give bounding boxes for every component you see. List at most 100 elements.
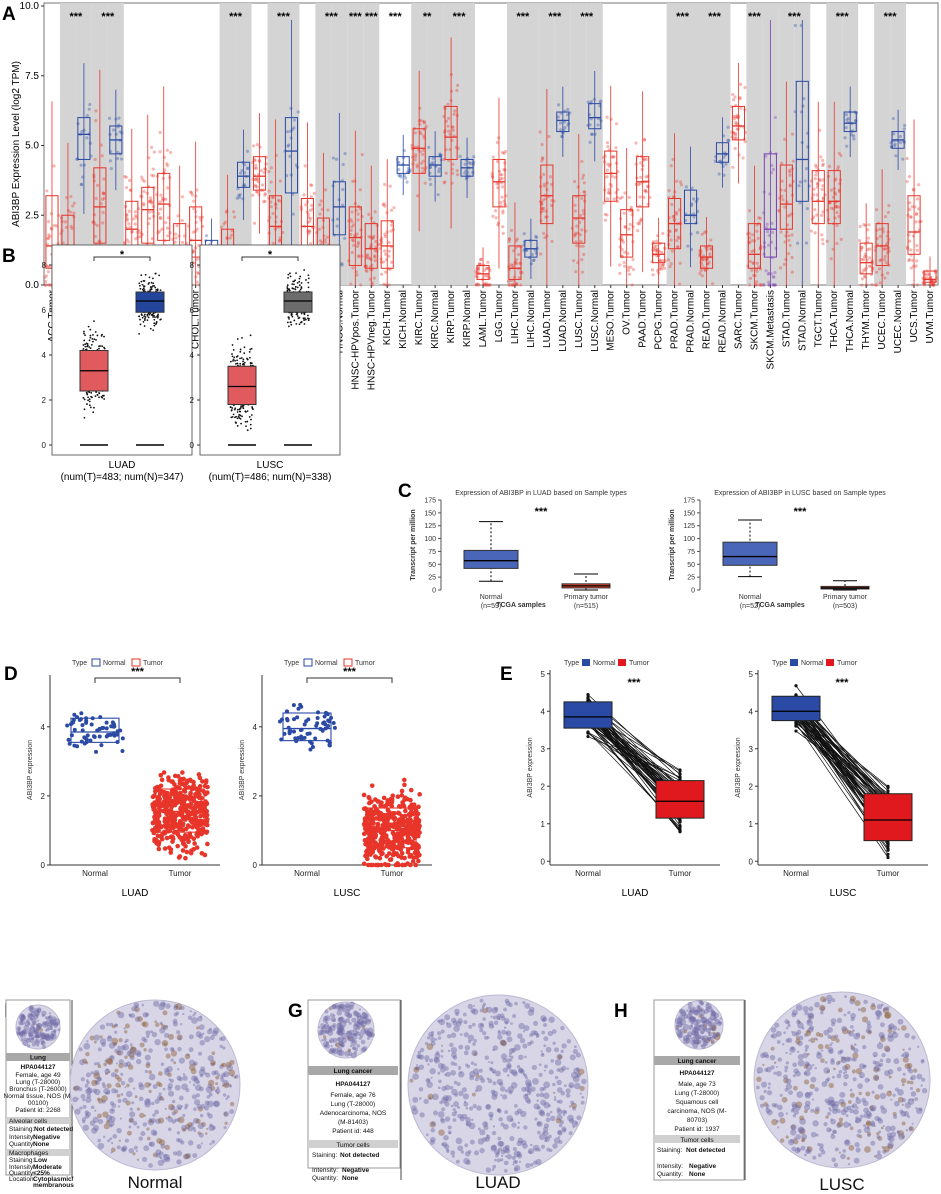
point-SKCM.Metastasis xyxy=(770,221,774,225)
point-d-Tumor xyxy=(179,835,185,841)
box-e-Tumor xyxy=(655,780,705,819)
tissue-f-cell xyxy=(142,1156,148,1162)
ytick-label-c: 150 xyxy=(683,510,695,517)
point-UCS.Tumor xyxy=(905,156,909,161)
point-SKCM.Metastasis xyxy=(768,192,772,196)
point-UCEC.Tumor xyxy=(884,261,888,265)
point-SARC.Tumor xyxy=(734,131,738,136)
point-KIRC.Tumor xyxy=(423,181,427,185)
point-b-normal xyxy=(153,322,156,325)
point-d-Normal xyxy=(107,732,112,737)
point-MESO.Tumor xyxy=(614,146,618,150)
point-d-Normal xyxy=(104,726,109,731)
point-b-normal xyxy=(157,315,159,318)
point-STAD.Tumor xyxy=(788,170,792,174)
tissue-thumb-f-cell xyxy=(50,1018,57,1026)
point-PCPG.Tumor xyxy=(655,251,659,255)
point-THCA.Normal xyxy=(844,112,848,117)
ytick-label-a: 0.0 xyxy=(25,280,39,291)
point-b-normal xyxy=(151,277,154,280)
xtick-label-LIHC.Normal: LIHC.Normal xyxy=(526,290,537,348)
point-CHOL.Tumor xyxy=(194,220,198,225)
point-b-normal xyxy=(139,323,142,326)
point-d-Tumor xyxy=(162,789,167,795)
point-d-Tumor xyxy=(174,812,180,818)
point-d-Tumor xyxy=(402,782,407,788)
point-SKCM.Tumor xyxy=(755,223,759,227)
point-ACC.Tumor xyxy=(49,212,54,216)
point-UVM.Tumor xyxy=(931,283,935,287)
point-PRAD.Tumor xyxy=(671,157,675,161)
ytick-label-c: 25 xyxy=(428,575,436,582)
point-CHOL.Tumor xyxy=(192,261,196,265)
point-GBM.Tumor xyxy=(308,219,312,223)
point-KIRP.Tumor xyxy=(451,171,455,175)
xtick-label-LAML.Tumor: LAML.Tumor xyxy=(478,289,489,347)
point-UCS.Tumor xyxy=(907,258,911,263)
point-BRCA-Her2.Tumor xyxy=(150,145,154,150)
box-KIRC.Normal xyxy=(428,156,442,177)
point-b-tumor xyxy=(245,425,247,428)
tissue-f-cell xyxy=(94,1109,97,1112)
point-LGG.Tumor xyxy=(503,149,508,154)
point-STAD.Tumor xyxy=(784,257,788,262)
point-SKCM.Metastasis xyxy=(771,283,775,287)
point-KICH.Normal xyxy=(404,176,408,180)
point-d-Tumor xyxy=(159,777,165,783)
point-OV.Tumor xyxy=(627,265,631,270)
xtick-label-READ.Normal: READ.Normal xyxy=(717,290,728,353)
significance-KIRP.Tumor: *** xyxy=(453,11,467,23)
point-BRCA.Tumor xyxy=(94,119,98,123)
point-BRCA.Normal xyxy=(108,159,113,163)
point-PCPG.Tumor xyxy=(659,267,664,271)
tissue-thumb-f-cell xyxy=(35,1040,39,1044)
point-PAAD.Tumor xyxy=(636,228,640,233)
point-BRCA-Luminal.Tumor xyxy=(165,186,170,190)
ytick-label-c: 25 xyxy=(687,575,695,582)
box-d-Tumor xyxy=(155,788,205,833)
point-ESCA.Tumor xyxy=(278,239,282,243)
point-KICH.Tumor xyxy=(383,204,387,208)
tissue-thumb-f-cell xyxy=(50,1030,57,1036)
point-SKCM.Metastasis xyxy=(773,283,777,287)
point-GBM.Tumor xyxy=(307,212,311,216)
point-KIRP.Tumor xyxy=(455,169,459,173)
point-LUAD.Tumor xyxy=(550,239,554,244)
ytick-label-c: 75 xyxy=(428,549,436,556)
point-b-normal xyxy=(143,289,146,291)
point-BLCA.Normal xyxy=(79,183,84,187)
point-b-tumor xyxy=(90,395,92,398)
xtick-label-c: Primary tumor xyxy=(564,594,609,601)
point-b-tumor xyxy=(88,400,91,403)
point-KIRP.Tumor xyxy=(451,125,455,129)
point-STAD.Tumor xyxy=(786,252,791,256)
point-b-normal xyxy=(154,323,157,326)
point-BLCA.Tumor xyxy=(69,194,73,199)
box-BRCA-Her2.Tumor xyxy=(141,186,155,244)
point-SARC.Tumor xyxy=(733,95,737,99)
box-e-Normal xyxy=(771,695,821,722)
point-KIRC.Normal xyxy=(429,182,433,186)
point-ESCA.Tumor xyxy=(267,189,271,193)
point-READ.Tumor xyxy=(701,258,705,262)
point-MESO.Tumor xyxy=(611,155,615,159)
tissue-f-cell xyxy=(178,1057,185,1064)
point-d-Tumor xyxy=(203,821,209,827)
box-BRCA.Tumor xyxy=(93,167,107,244)
point-STAD.Tumor xyxy=(788,173,792,177)
point-d-Tumor xyxy=(192,841,197,846)
legend-title-e: Type xyxy=(772,660,787,667)
location-val2-f: membranous xyxy=(33,1182,74,1189)
point-HNSC-HPVpos.Tumor xyxy=(355,273,359,277)
point-d-Normal xyxy=(89,722,94,727)
point-b-normal xyxy=(141,314,143,316)
point-PCPG.Tumor xyxy=(661,259,665,263)
point-LUAD.Normal xyxy=(556,115,560,119)
point-b-normal xyxy=(159,289,162,292)
point-BRCA-Basal.Tumor xyxy=(125,217,129,221)
point-d-Tumor xyxy=(402,777,407,783)
point-HNSC-HPVpos.Tumor xyxy=(349,232,353,236)
point-KIRC.Normal xyxy=(428,177,432,181)
tissue-thumb-f-cell xyxy=(20,1035,24,1039)
point-DLBC.Tumor xyxy=(255,143,260,147)
